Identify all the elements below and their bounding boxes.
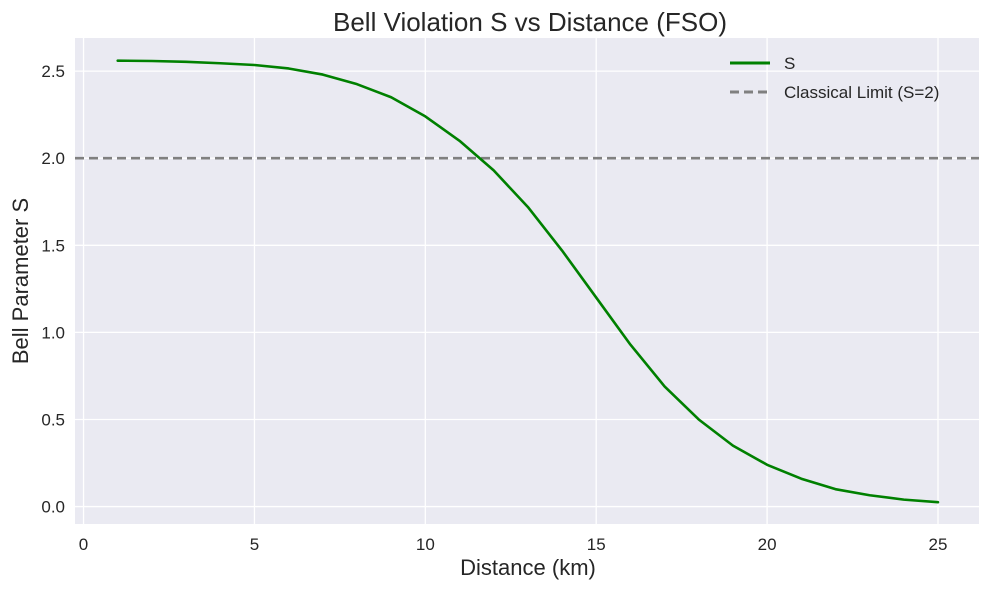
x-tick-label: 10 [416,535,435,554]
grid-lines [75,38,979,524]
series-line-s [116,59,940,504]
x-axis-ticks: 0 5 10 15 20 25 [79,535,948,554]
y-tick-label: 0.0 [41,498,65,517]
legend: S Classical Limit (S=2) [730,54,939,102]
x-axis-label: Distance (km) [460,555,596,580]
x-tick-label: 15 [587,535,606,554]
y-tick-label: 0.5 [41,410,65,429]
series-lines [75,59,979,504]
y-axis-label: Bell Parameter S [8,198,33,364]
legend-label-s: S [784,54,795,73]
plot-area [75,38,979,524]
legend-label-classical-limit: Classical Limit (S=2) [784,83,939,102]
chart-title: Bell Violation S vs Distance (FSO) [333,7,727,37]
y-tick-label: 2.0 [41,149,65,168]
x-tick-label: 20 [758,535,777,554]
y-axis-ticks: 0.0 0.5 1.0 1.5 2.0 2.5 [41,62,65,516]
x-tick-label: 0 [79,535,88,554]
x-tick-label: 25 [929,535,948,554]
y-tick-label: 2.5 [41,62,65,81]
x-tick-label: 5 [250,535,259,554]
y-tick-label: 1.0 [41,323,65,342]
y-tick-label: 1.5 [41,236,65,255]
